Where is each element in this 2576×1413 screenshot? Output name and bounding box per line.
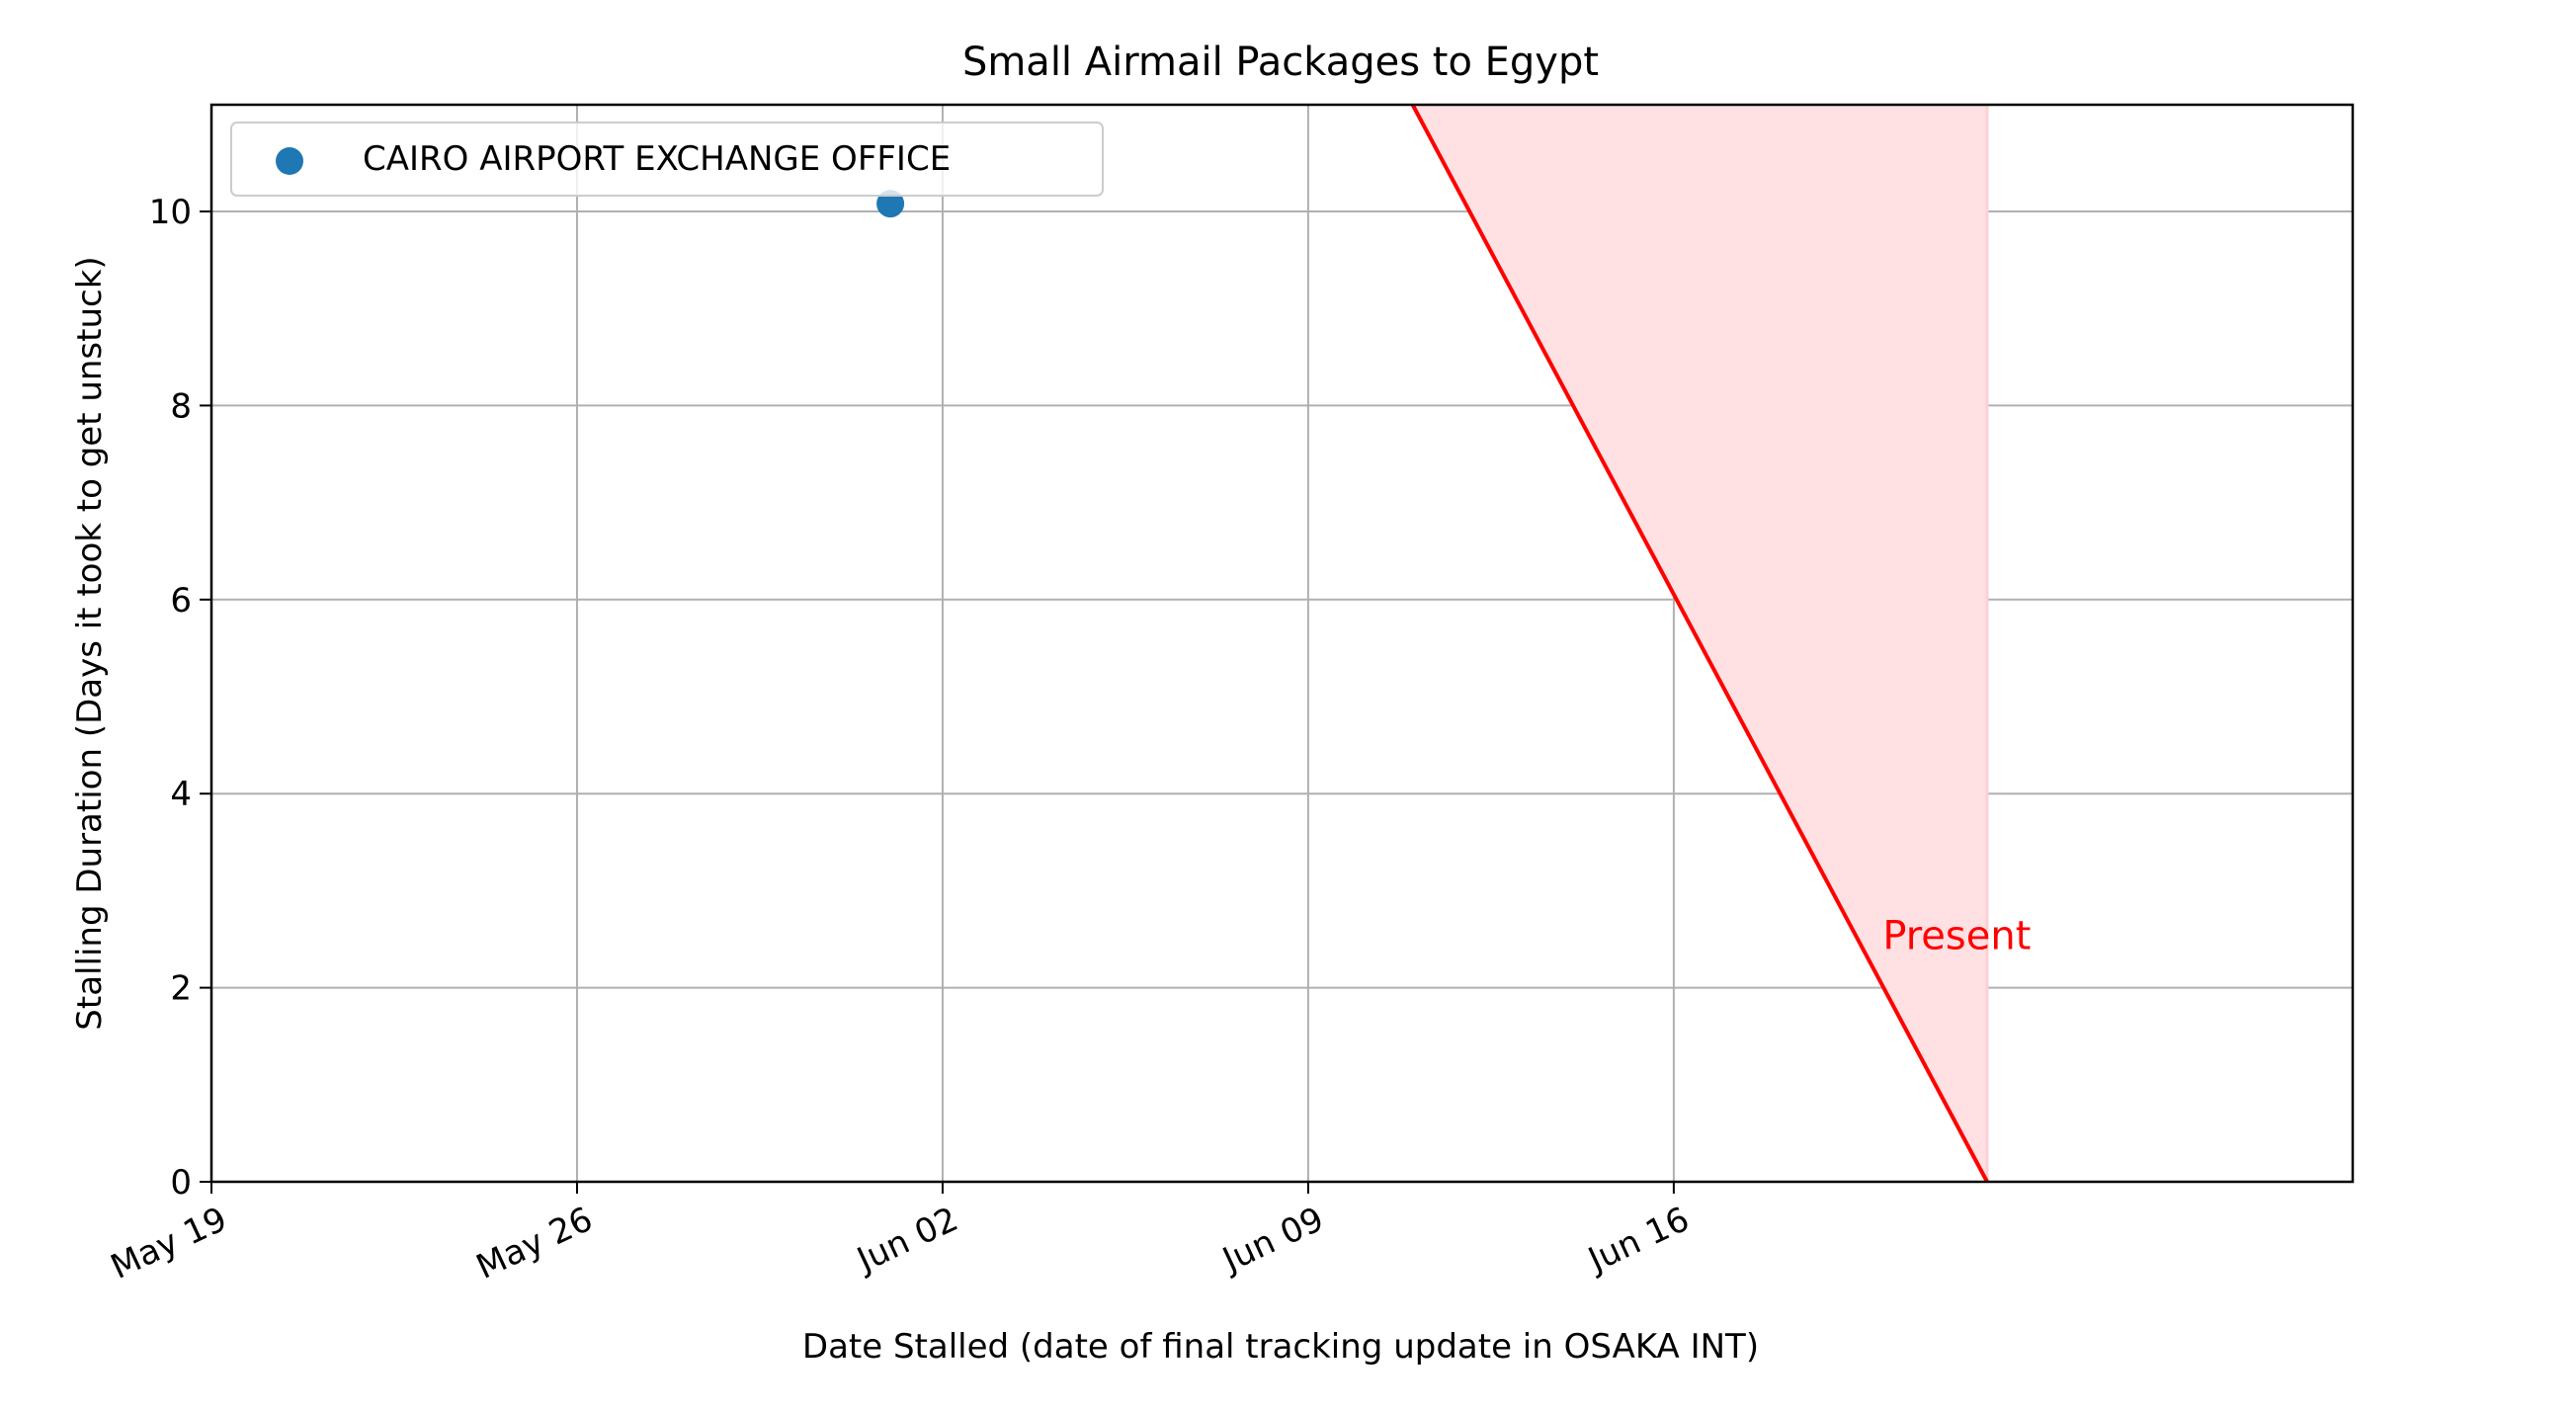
grid: [210, 105, 2353, 1182]
legend: CAIRO AIRPORT EXCHANGE OFFICE: [230, 122, 1104, 197]
y-axis-ticks: 0 2 4 6 8 10: [149, 193, 211, 1203]
chart-title: Small Airmail Packages to Egypt: [962, 40, 1599, 85]
y-tick-label: 0: [170, 1163, 192, 1203]
plot-area: [211, 105, 2353, 1182]
present-region: [1410, 104, 1989, 1183]
y-tick-label: 4: [170, 775, 192, 814]
data-points: [876, 190, 905, 218]
data-point: [876, 190, 905, 218]
y-tick-label: 10: [149, 193, 192, 232]
y-tick-label: 6: [170, 581, 192, 621]
legend-label: CAIRO AIRPORT EXCHANGE OFFICE: [363, 139, 951, 179]
plot-frame: [209, 103, 2355, 1184]
y-tick-label: 8: [170, 386, 192, 426]
legend-marker: [276, 147, 303, 175]
x-axis-label: Date Stalled (date of final tracking upd…: [802, 1327, 1759, 1367]
present-label: Present: [1882, 913, 2031, 958]
y-axis-label: Stalling Duration (Days it took to get u…: [70, 256, 110, 1030]
legend-box: [230, 122, 1104, 197]
present-boundary-line: [1410, 104, 1989, 1183]
y-tick-label: 2: [170, 969, 192, 1009]
